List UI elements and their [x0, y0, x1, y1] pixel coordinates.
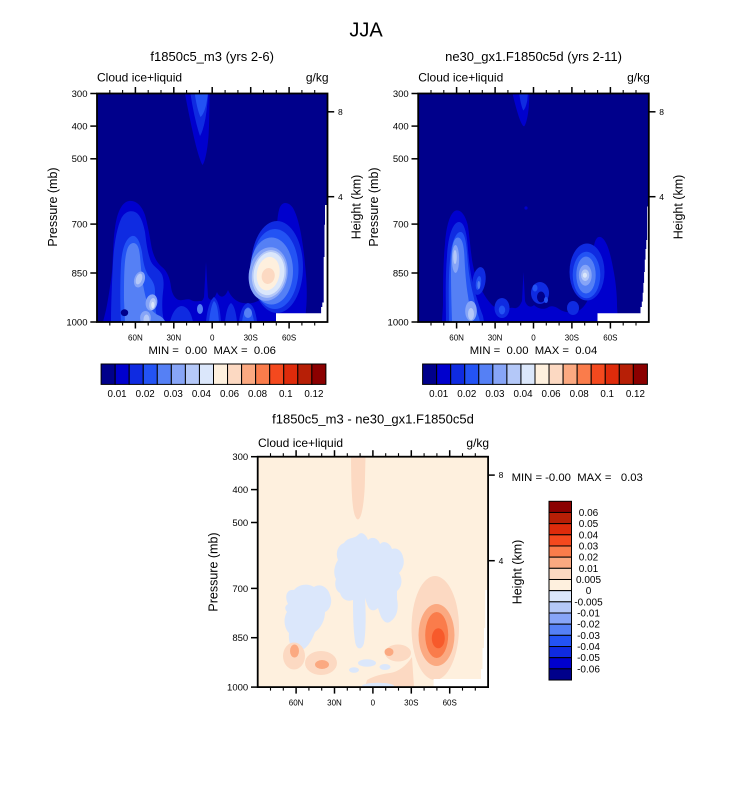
svg-text:30S: 30S	[565, 334, 579, 343]
svg-text:0: 0	[531, 334, 536, 343]
svg-text:0.005: 0.005	[576, 575, 601, 586]
svg-text:60S: 60S	[603, 334, 617, 343]
svg-text:0.06: 0.06	[579, 508, 599, 519]
svg-text:850: 850	[232, 633, 248, 644]
svg-text:1000: 1000	[66, 317, 87, 328]
svg-text:0.06: 0.06	[542, 389, 562, 400]
svg-text:Cloud ice+liquid: Cloud ice+liquid	[418, 71, 503, 85]
svg-text:-0.06: -0.06	[577, 664, 600, 675]
svg-text:60N: 60N	[449, 334, 464, 343]
svg-text:0: 0	[371, 699, 376, 708]
svg-text:850: 850	[393, 268, 409, 279]
svg-text:g/kg: g/kg	[466, 436, 489, 450]
svg-text:0.04: 0.04	[192, 389, 212, 400]
svg-text:0.02: 0.02	[136, 389, 155, 400]
svg-text:-0.01: -0.01	[577, 609, 600, 620]
svg-text:500: 500	[393, 154, 409, 165]
svg-text:400: 400	[232, 485, 248, 496]
svg-text:8: 8	[659, 107, 664, 117]
svg-text:0.04: 0.04	[513, 389, 533, 400]
svg-text:0.1: 0.1	[600, 389, 614, 400]
svg-text:0.02: 0.02	[579, 553, 599, 564]
svg-text:-0.02: -0.02	[577, 620, 600, 631]
svg-text:Pressure (mb): Pressure (mb)	[46, 167, 60, 246]
svg-text:850: 850	[72, 268, 88, 279]
svg-text:0.08: 0.08	[248, 389, 268, 400]
svg-text:MIN = -0.00 MAX = 0.03: MIN = -0.00 MAX = 0.03	[512, 472, 643, 484]
svg-text:300: 300	[72, 89, 88, 100]
svg-text:700: 700	[393, 220, 409, 231]
svg-text:0.03: 0.03	[164, 389, 184, 400]
svg-text:Height (km): Height (km)	[349, 175, 363, 240]
svg-text:1000: 1000	[227, 683, 248, 694]
svg-text:300: 300	[393, 89, 409, 100]
svg-text:-0.04: -0.04	[577, 642, 600, 653]
svg-text:30S: 30S	[404, 699, 418, 708]
svg-text:30N: 30N	[327, 699, 342, 708]
svg-text:30S: 30S	[244, 334, 258, 343]
svg-text:0.06: 0.06	[220, 389, 240, 400]
svg-text:4: 4	[659, 192, 664, 202]
svg-text:0.04: 0.04	[579, 530, 599, 541]
svg-text:4: 4	[499, 556, 504, 566]
svg-text:400: 400	[393, 122, 409, 133]
svg-text:0.01: 0.01	[108, 389, 127, 400]
svg-text:60S: 60S	[443, 699, 457, 708]
svg-text:-0.03: -0.03	[577, 631, 600, 642]
svg-text:8: 8	[499, 470, 504, 480]
svg-text:1000: 1000	[388, 317, 409, 328]
svg-text:0.02: 0.02	[457, 389, 476, 400]
svg-text:0: 0	[586, 586, 592, 597]
svg-text:30N: 30N	[166, 334, 181, 343]
svg-text:0: 0	[210, 334, 215, 343]
svg-text:Cloud ice+liquid: Cloud ice+liquid	[258, 436, 343, 450]
svg-text:g/kg: g/kg	[627, 71, 650, 85]
svg-text:Height (km): Height (km)	[672, 175, 686, 240]
svg-text:-0.05: -0.05	[577, 653, 600, 664]
svg-text:0.05: 0.05	[579, 519, 599, 530]
svg-text:ne30_gx1.F1850c5d (yrs 2-11): ne30_gx1.F1850c5d (yrs 2-11)	[445, 49, 622, 64]
svg-text:Pressure (mb): Pressure (mb)	[367, 167, 381, 246]
svg-text:400: 400	[72, 122, 88, 133]
svg-text:g/kg: g/kg	[306, 71, 329, 85]
svg-text:0.12: 0.12	[626, 389, 645, 400]
svg-text:f1850c5_m3 (yrs 2-6): f1850c5_m3 (yrs 2-6)	[150, 49, 274, 64]
svg-text:0.03: 0.03	[579, 542, 599, 553]
svg-text:0.03: 0.03	[485, 389, 505, 400]
svg-text:Cloud ice+liquid: Cloud ice+liquid	[97, 71, 182, 85]
svg-text:8: 8	[338, 107, 343, 117]
svg-text:300: 300	[232, 452, 248, 463]
svg-text:0.01: 0.01	[429, 389, 448, 400]
svg-text:500: 500	[72, 154, 88, 165]
svg-text:4: 4	[338, 192, 343, 202]
svg-text:700: 700	[232, 584, 248, 595]
svg-text:60N: 60N	[289, 699, 304, 708]
svg-text:0.1: 0.1	[279, 389, 293, 400]
svg-text:500: 500	[232, 518, 248, 529]
svg-text:0.12: 0.12	[304, 389, 323, 400]
svg-text:60N: 60N	[128, 334, 143, 343]
svg-text:0.08: 0.08	[570, 389, 590, 400]
svg-text:700: 700	[72, 220, 88, 231]
svg-text:0.01: 0.01	[579, 564, 599, 575]
svg-text:MIN = 0.00 MAX = 0.06: MIN = 0.00 MAX = 0.06	[148, 345, 275, 357]
svg-text:Height (km): Height (km)	[511, 540, 525, 605]
svg-text:JJA: JJA	[349, 20, 383, 42]
svg-text:-0.005: -0.005	[574, 597, 603, 608]
svg-text:MIN = 0.00 MAX = 0.04: MIN = 0.00 MAX = 0.04	[470, 345, 597, 357]
svg-text:30N: 30N	[488, 334, 503, 343]
svg-text:60S: 60S	[282, 334, 296, 343]
svg-text:Pressure (mb): Pressure (mb)	[207, 532, 221, 611]
svg-text:f1850c5_m3 - ne30_gx1.F1850c5d: f1850c5_m3 - ne30_gx1.F1850c5d	[272, 412, 474, 427]
